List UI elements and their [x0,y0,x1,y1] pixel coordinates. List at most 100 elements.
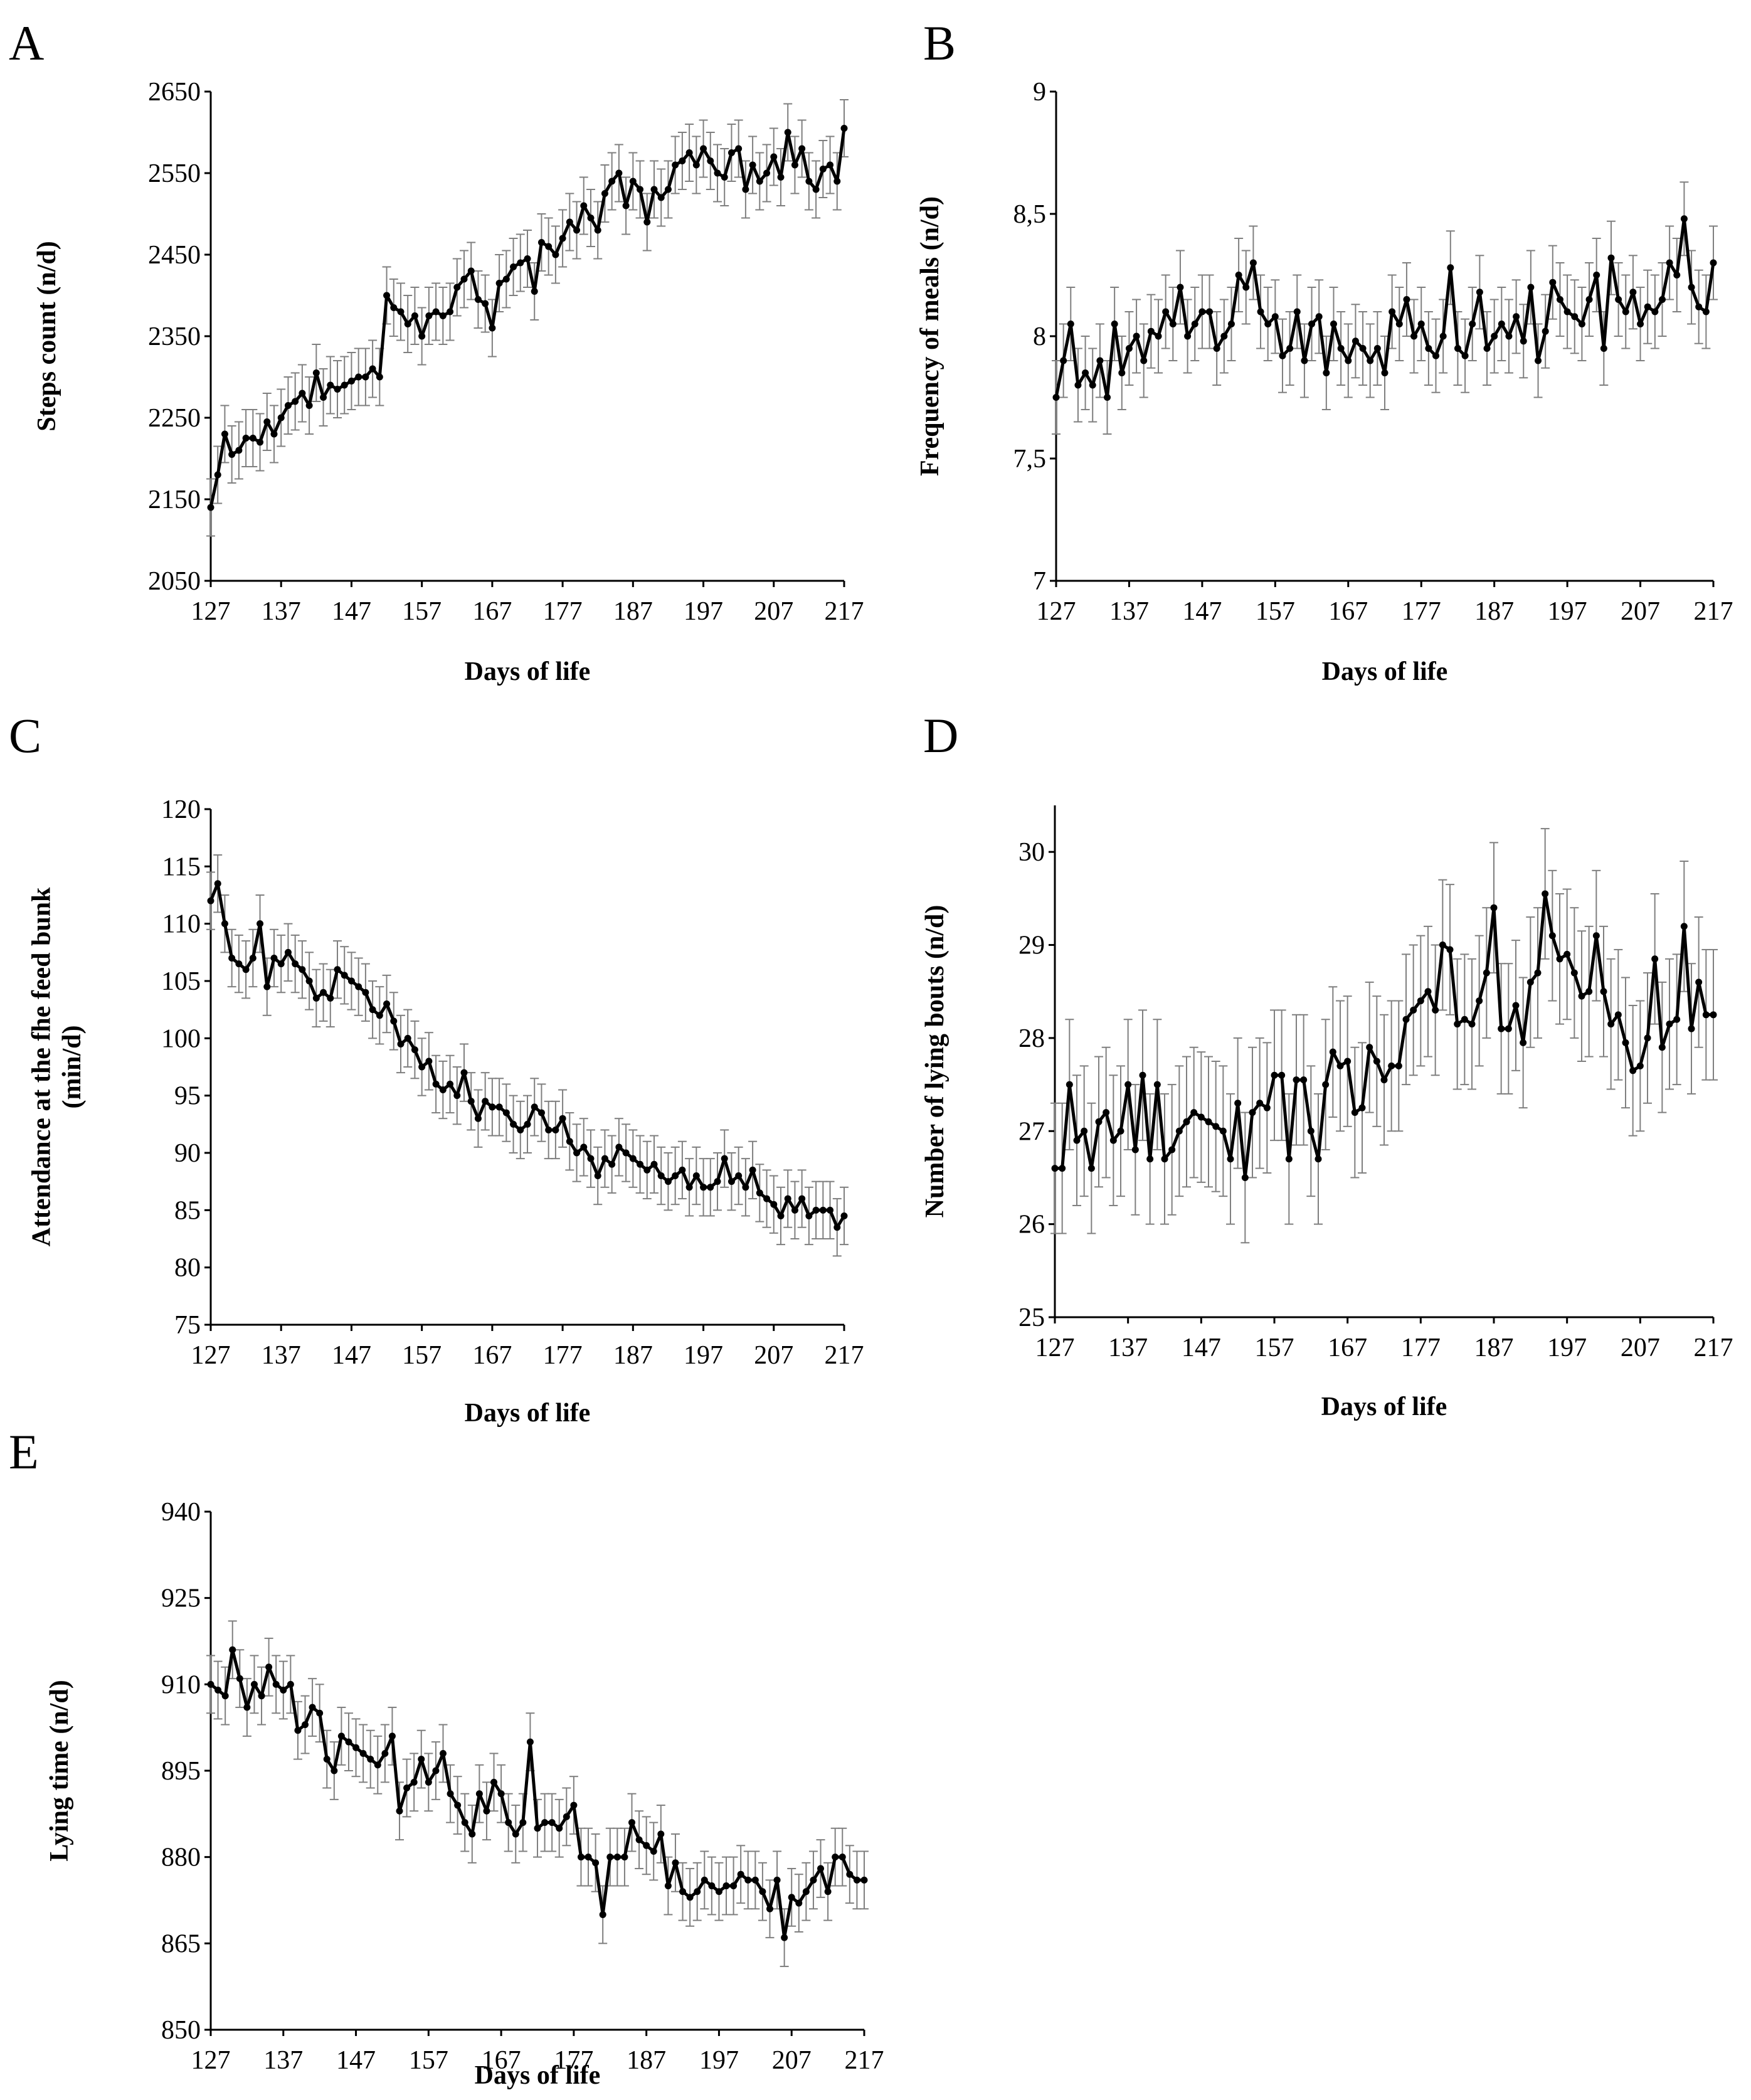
data-point [727,149,735,156]
data-point [1373,1058,1380,1065]
data-point [1498,321,1505,327]
data-point [495,280,503,287]
data-point [833,178,841,185]
data-point [585,1853,592,1861]
data-point [1549,278,1557,286]
x-tick-label: 147 [1182,1334,1221,1362]
data-point [277,414,285,422]
data-point [664,1178,672,1185]
data-point [1082,369,1089,376]
y-tick-label: 110 [162,910,201,939]
data-point [1153,1081,1161,1088]
data-point [1651,308,1659,316]
data-point [410,1778,418,1786]
data-point [1629,289,1637,296]
data-point [1542,327,1549,335]
data-point [629,1155,637,1162]
data-point [1109,1137,1117,1144]
y-tick-label: 925 [161,1584,201,1613]
data-point [467,1098,475,1105]
data-point [1483,969,1490,977]
data-point [742,186,749,193]
data-point [1615,296,1622,303]
data-point [1117,1127,1124,1135]
data-point [700,145,707,152]
data-point [1490,904,1498,911]
data-point [1403,296,1410,303]
x-axis-title: Days of life [1322,657,1448,686]
data-point [587,215,595,221]
data-point [327,381,334,389]
data-point [1351,1109,1358,1116]
data-point [1089,381,1096,389]
data-point [524,1120,531,1128]
data-point [1578,992,1585,1000]
x-tick-label: 217 [1694,1334,1733,1362]
data-point [305,977,313,985]
data-point [1673,272,1681,278]
data-point [853,1876,860,1884]
data-point [1513,313,1520,321]
data-point [657,1830,665,1838]
data-point [299,390,306,397]
data-point [541,1819,549,1827]
data-point [1673,1016,1681,1023]
data-point [1096,357,1104,364]
data-point [622,1149,630,1157]
data-point [1227,321,1235,327]
data-point [827,161,834,169]
data-point [381,1749,389,1757]
data-point [791,161,798,169]
panel-c-letter: C [9,708,42,763]
data-point [287,1680,294,1688]
data-point [643,1166,651,1174]
data-point [331,1767,338,1774]
data-point [1614,1011,1622,1019]
x-tick-label: 197 [1547,1334,1587,1362]
data-point [1352,337,1359,345]
data-point [621,1853,628,1861]
data-point [1257,308,1264,316]
data-point [1476,289,1483,296]
data-point [701,1876,708,1884]
data-point [221,1692,229,1700]
data-point [292,960,299,968]
data-point [1592,932,1600,940]
data-point [802,1888,810,1896]
data-point [1147,327,1155,335]
data-point [1710,1011,1717,1019]
data-point [1424,988,1432,995]
data-point [643,1842,650,1849]
y-tick-label: 880 [161,1843,201,1872]
data-point [1286,345,1294,352]
data-point [1571,313,1579,321]
data-point [685,1184,693,1191]
data-point [334,966,341,973]
data-point [1512,1002,1520,1009]
data-point [714,1178,721,1185]
data-point [270,430,278,438]
x-tick-label: 157 [1256,597,1295,626]
y-tick-label: 2150 [148,485,201,514]
data-point [524,255,531,262]
x-tick-label: 167 [472,597,512,626]
x-tick-label: 167 [472,1341,512,1370]
data-point [1315,313,1323,321]
data-point [1644,303,1651,310]
data-point [1367,357,1374,364]
data-point [812,186,820,193]
data-point [635,1836,643,1843]
data-point [824,1888,832,1896]
data-point [1220,332,1228,340]
data-point [1505,1025,1512,1032]
data-point [447,1080,454,1088]
data-point [1103,1109,1110,1116]
data-point [840,1212,848,1219]
x-tick-label: 177 [1401,1334,1441,1362]
data-point [552,1126,559,1133]
data-point [1395,321,1403,327]
data-point [860,1876,868,1884]
data-point [601,1155,608,1162]
data-point [1081,1127,1088,1135]
data-point [1301,357,1308,364]
